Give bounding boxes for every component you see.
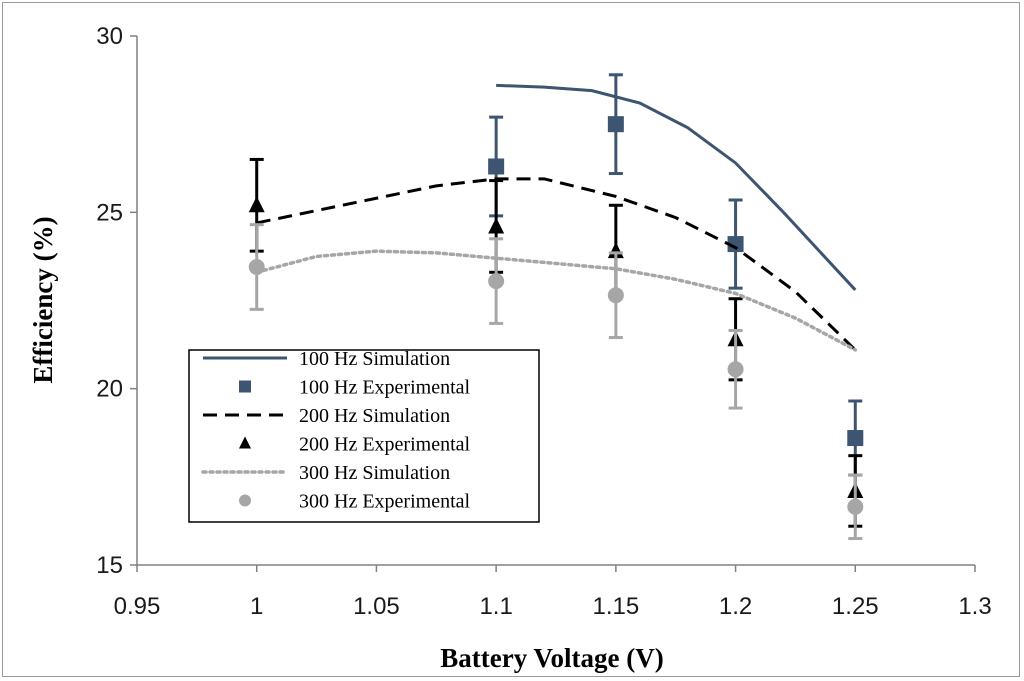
legend-item: 300 Hz Simulation — [201, 462, 450, 484]
x-axis-title: Battery Voltage (V) — [440, 643, 663, 673]
data-point — [488, 158, 505, 175]
legend-item: 100 Hz Experimental — [239, 377, 470, 399]
y-tick-label: 30 — [96, 23, 123, 50]
legend-item: 100 Hz Simulation — [203, 348, 450, 370]
data-point — [847, 430, 864, 447]
x-tick-label: 1.05 — [353, 593, 400, 620]
data-point — [847, 498, 864, 515]
legend-label: 100 Hz Experimental — [299, 377, 470, 399]
data-point — [727, 361, 744, 378]
x-tick-label: 1.2 — [719, 593, 752, 620]
y-tick-label: 15 — [96, 552, 123, 579]
legend-label: 200 Hz Experimental — [299, 434, 470, 456]
ticks: 15 20 25 30 0.95 1 1.05 1.1 1.15 1.2 1.25 1.3 — [96, 23, 991, 620]
data-point — [727, 236, 744, 253]
axes — [136, 36, 975, 566]
data-point — [488, 273, 505, 290]
x-tick-label: 0.95 — [114, 593, 161, 620]
legend: 100 Hz Simulation 100 Hz Experimental 200 … — [188, 348, 540, 523]
data-point — [248, 196, 265, 213]
series-line — [256, 177, 857, 351]
series-200-hz-simulation — [256, 177, 857, 351]
y-tick-label: 25 — [96, 199, 123, 226]
series-100-hz-simulation — [496, 83, 857, 291]
legend-label: 200 Hz Simulation — [299, 405, 450, 427]
data-point — [488, 217, 505, 234]
legend-label: 100 Hz Simulation — [299, 348, 450, 370]
x-tick-label: 1.1 — [479, 593, 512, 620]
legend-marker-swatch — [239, 436, 251, 449]
legend-item: 300 Hz Experimental — [239, 491, 470, 513]
x-tick-label: 1.25 — [832, 593, 879, 620]
legend-box — [188, 349, 540, 523]
legend-marker-swatch — [239, 494, 251, 507]
legend-label: 300 Hz Simulation — [299, 462, 450, 484]
legend-marker-swatch — [239, 380, 251, 393]
x-tick-label: 1.3 — [958, 593, 991, 620]
series-line — [254, 249, 858, 352]
y-tick-label: 20 — [96, 376, 123, 403]
data-point — [248, 258, 265, 275]
legend-label: 300 Hz Experimental — [299, 491, 470, 513]
legend-item: 200 Hz Experimental — [239, 434, 470, 456]
plot-area — [248, 73, 864, 541]
series-100-hz-experimental — [488, 73, 864, 477]
legend-item: 200 Hz Simulation — [203, 405, 450, 427]
series-line — [496, 83, 857, 291]
x-tick-label: 1 — [250, 593, 263, 620]
series-300-hz-simulation — [254, 249, 858, 352]
x-tick-label: 1.15 — [592, 593, 639, 620]
data-point — [607, 287, 624, 304]
series-300-hz-experimental — [248, 223, 864, 541]
data-point — [607, 116, 624, 133]
y-axis-title: Efficiency (%) — [28, 216, 58, 383]
